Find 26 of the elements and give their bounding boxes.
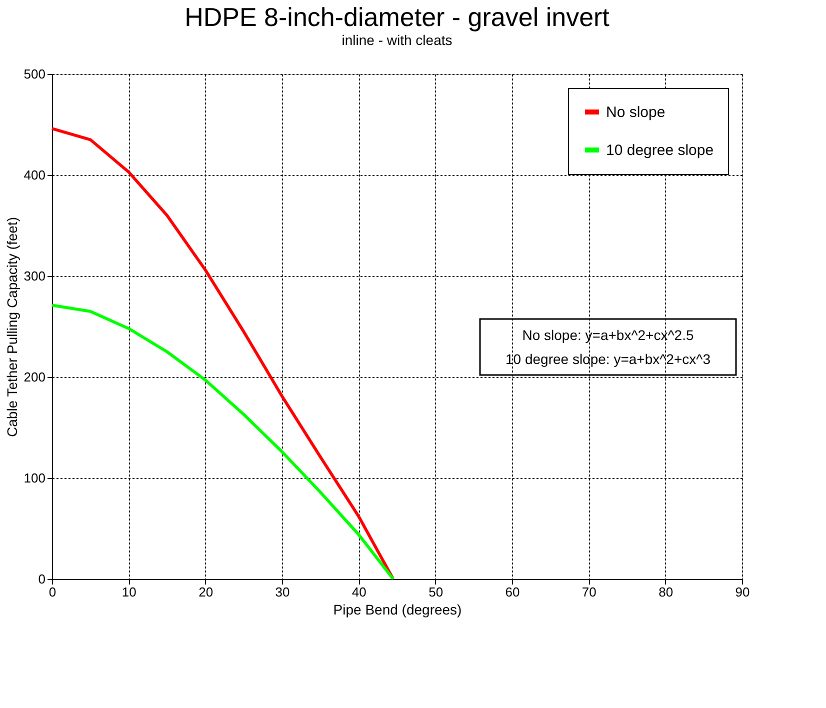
chart-title: HDPE 8-inch-diameter - gravel invert — [184, 2, 610, 32]
x-tick-label: 80 — [658, 584, 674, 600]
legend-label: No slope — [606, 104, 666, 121]
x-tick-label: 50 — [428, 584, 444, 600]
x-tick-label: 0 — [48, 584, 56, 600]
x-tick-label: 30 — [275, 584, 290, 600]
line-series — [50, 304, 395, 580]
x-tick-label: 10 — [122, 584, 136, 600]
line-series — [50, 127, 395, 580]
annotation: No slope: y=a+bx^2+cx^2.5 — [522, 327, 694, 343]
x-axis-title: Pipe Bend (degrees) — [333, 602, 462, 618]
y-tick-label: 300 — [24, 268, 46, 284]
y-tick-label: 100 — [24, 470, 46, 486]
x-tick-label: 70 — [582, 584, 596, 600]
legend-label: 10 degree slope — [606, 142, 714, 159]
x-tick-label: 90 — [735, 584, 750, 600]
chart-subtitle: inline - with cleats — [342, 32, 452, 48]
x-tick-label: 20 — [198, 584, 214, 600]
y-tick-label: 0 — [38, 572, 46, 586]
x-tick-label: 40 — [352, 584, 366, 600]
y-axis-title: Cable Tether Pulling Capacity (feet) — [4, 217, 20, 437]
annotation: 10 degree slope: y=a+bx^2+cx^3 — [505, 351, 711, 367]
x-tick-label: 60 — [505, 584, 520, 600]
y-tick-label: 400 — [24, 168, 46, 182]
y-tick-label: 500 — [24, 66, 46, 82]
y-tick-label: 200 — [24, 370, 46, 384]
